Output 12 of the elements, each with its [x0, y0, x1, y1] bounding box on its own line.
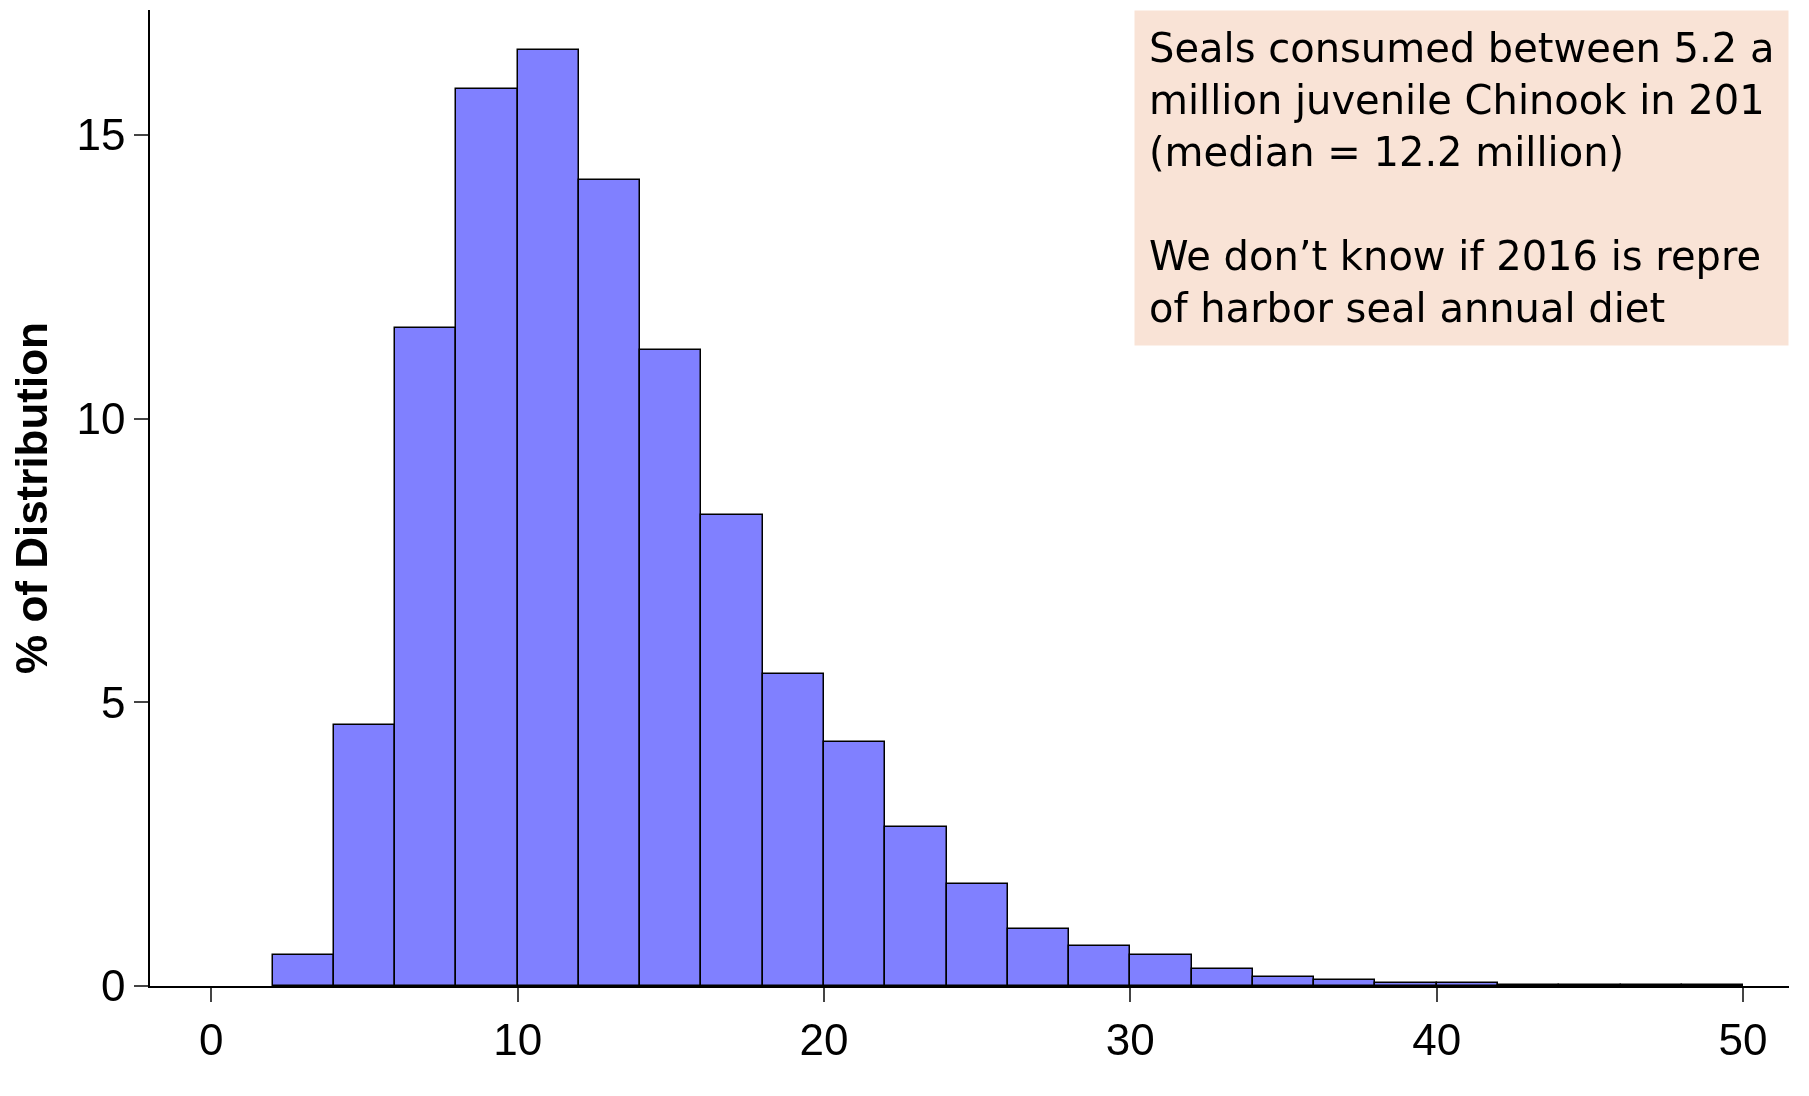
x-tick-label: 20 [799, 1014, 849, 1064]
y-axis-title: % of Distribution [7, 322, 57, 674]
x-tick-label: 30 [1105, 1014, 1155, 1064]
y-tick-label: 5 [100, 677, 126, 727]
y-tick-label: 0 [100, 961, 126, 1011]
y-tick-label: 15 [76, 110, 126, 160]
x-tick-label: 10 [493, 1014, 543, 1064]
y-tick-label: 10 [76, 393, 126, 443]
x-tick-label: 0 [199, 1014, 224, 1064]
text: Seals consumed between 5.2 a million juvenile Chinook in 201 (median = 12.2 million) We don’t know if 2016 is repre of harbor seal annual diet [1149, 25, 1775, 331]
x-tick-label: 40 [1412, 1014, 1462, 1064]
x-tick-label: 50 [1718, 1014, 1768, 1064]
